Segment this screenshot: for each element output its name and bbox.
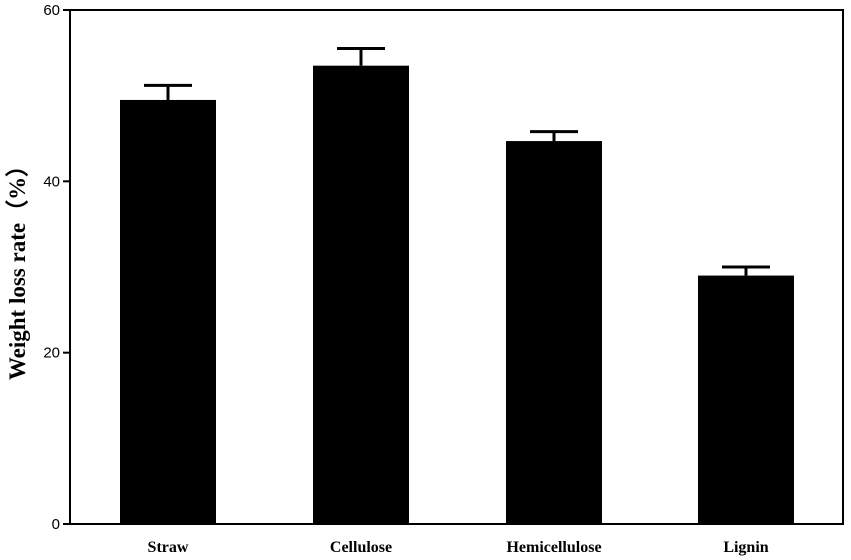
x-category-label: Cellulose xyxy=(330,539,392,556)
y-axis: 0 20 40 60 xyxy=(43,2,70,533)
bar-hemicellulose xyxy=(506,141,602,524)
bar-straw xyxy=(120,99,216,524)
y-tick-label: 20 xyxy=(43,345,60,362)
y-tick-label: 0 xyxy=(52,516,60,533)
y-tick-label: 60 xyxy=(43,2,60,19)
y-tick-label: 40 xyxy=(43,173,60,190)
x-category-label: Hemicellulose xyxy=(506,539,601,556)
x-category-label: Lignin xyxy=(723,539,768,556)
bar-cellulose xyxy=(313,65,409,524)
y-axis-title: Weight loss rate（%） xyxy=(4,154,30,380)
bars xyxy=(120,65,794,524)
bar-lignin xyxy=(698,275,794,524)
error-bars xyxy=(144,47,770,276)
x-axis-labels: Straw Cellulose Hemicellulose Lignin xyxy=(148,539,769,556)
x-category-label: Straw xyxy=(148,539,189,556)
plot-frame xyxy=(69,9,844,525)
